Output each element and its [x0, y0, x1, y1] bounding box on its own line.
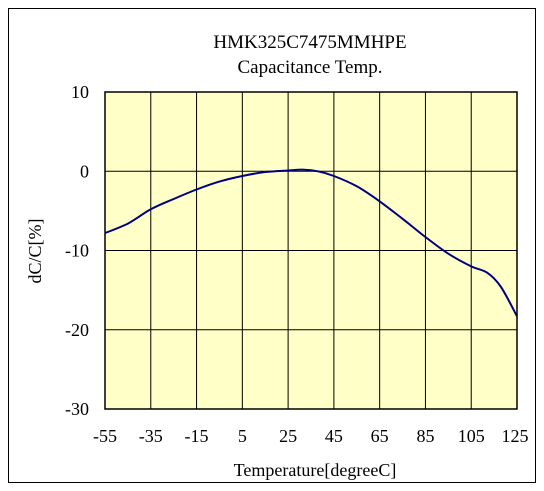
x-tick-label: 65 — [371, 426, 389, 446]
y-tick-label: -30 — [65, 399, 89, 419]
chart-title: HMK325C7475MMHPE — [213, 32, 406, 53]
x-tick-label: -35 — [139, 426, 163, 446]
x-tick-label: 45 — [325, 426, 343, 446]
x-tick-label: 105 — [458, 426, 485, 446]
x-tick-label: -55 — [93, 426, 117, 446]
y-tick-labels: 10 0 -10 -20 -30 — [65, 82, 89, 419]
y-tick-label: 10 — [71, 82, 89, 102]
x-tick-labels: -55 -35 -15 5 25 45 65 85 105 125 — [93, 426, 529, 446]
y-tick-label: 0 — [80, 161, 89, 181]
x-axis-label: Temperature[degreeC] — [234, 460, 397, 480]
y-tick-label: -20 — [65, 320, 89, 340]
y-axis-label: dC/C[%] — [25, 219, 45, 284]
x-tick-label: 85 — [416, 426, 434, 446]
y-tick-label: -10 — [65, 241, 89, 261]
x-tick-label: 25 — [279, 426, 297, 446]
x-tick-label: 5 — [238, 426, 247, 446]
x-tick-label: 125 — [502, 426, 529, 446]
x-tick-label: -15 — [185, 426, 209, 446]
chart-subtitle: Capacitance Temp. — [238, 57, 383, 78]
